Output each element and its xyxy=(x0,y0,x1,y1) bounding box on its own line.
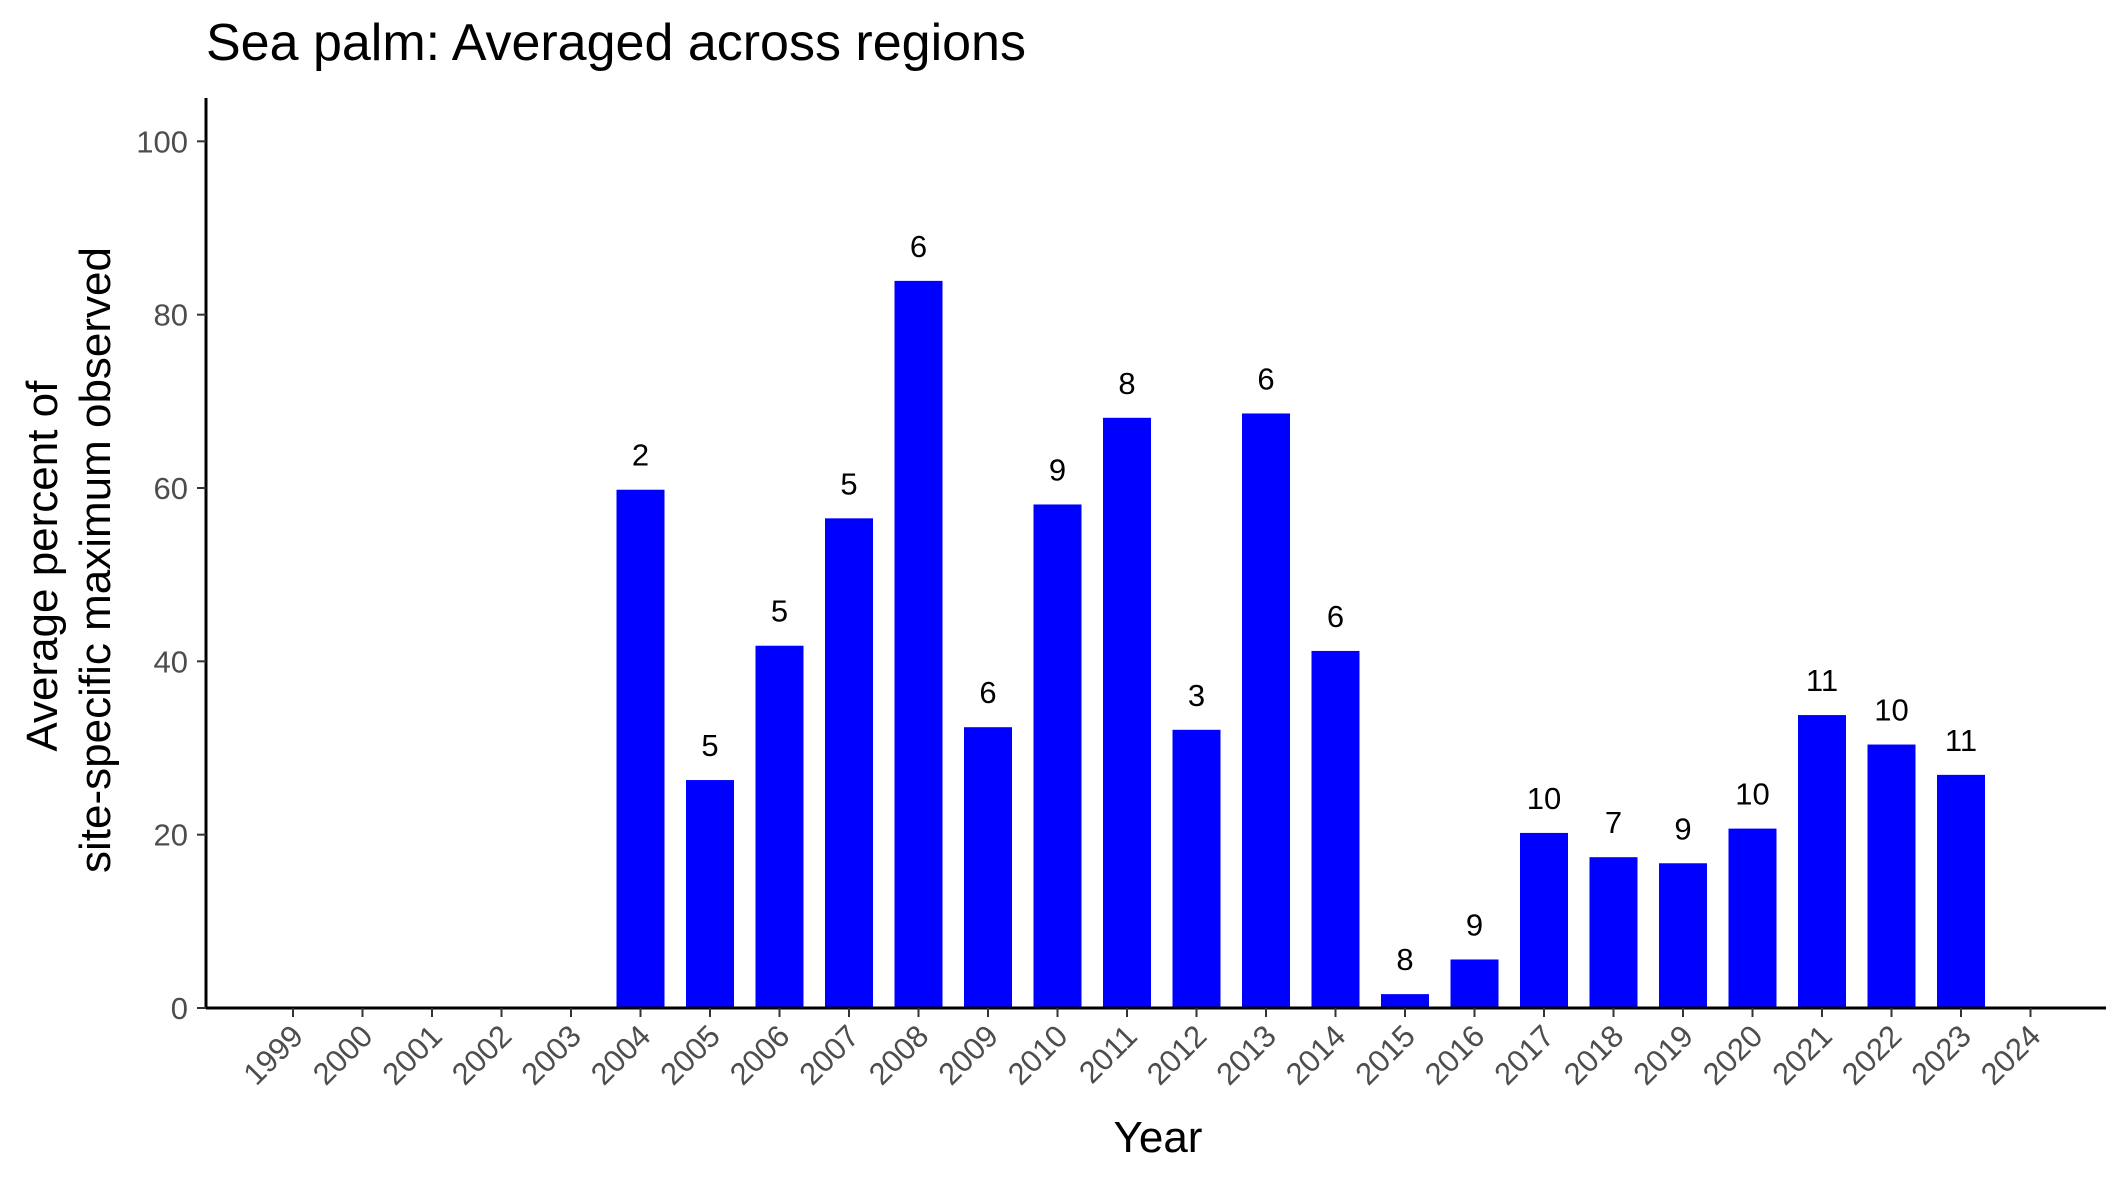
bar-2005 xyxy=(686,780,734,1008)
bar-2017 xyxy=(1520,832,1568,1008)
x-tick-label-2004: 2004 xyxy=(584,1018,658,1092)
bar-label-2014: 6 xyxy=(1327,599,1344,634)
bar-label-2016: 9 xyxy=(1466,907,1483,942)
y-tick-label-0: 0 xyxy=(171,991,188,1026)
bar-2023 xyxy=(1937,774,1985,1008)
bar-2013 xyxy=(1242,413,1290,1008)
x-tick-label-2002: 2002 xyxy=(445,1018,519,1092)
bar-2018 xyxy=(1589,857,1638,1008)
bar-label-2015: 8 xyxy=(1396,942,1413,977)
x-tick-label-2014: 2014 xyxy=(1279,1018,1353,1092)
x-tick-label-2011: 2011 xyxy=(1072,1018,1144,1090)
y-axis-title-line-1: Average percent of xyxy=(18,380,67,752)
y-tick-label-40: 40 xyxy=(154,644,188,679)
bars xyxy=(616,280,1985,1008)
bar-label-2011: 8 xyxy=(1118,366,1135,401)
bar-label-2020: 10 xyxy=(1735,777,1769,812)
bar-2019 xyxy=(1659,863,1707,1008)
x-tick-label-2005: 2005 xyxy=(653,1018,727,1092)
y-tick-label-60: 60 xyxy=(154,471,188,506)
bar-label-2023: 11 xyxy=(1945,723,1977,758)
y-tick-label-100: 100 xyxy=(136,124,188,159)
bar-labels: 2 5 5 5 6 6 9 8 3 6 6 8 9 10 7 9 10 11 10 11 xyxy=(632,229,1977,977)
bar-2014 xyxy=(1311,650,1360,1008)
bar-label-2012: 3 xyxy=(1188,678,1205,713)
x-axis: 1999200020012002200320042005200620072008… xyxy=(206,1006,2106,1092)
y-axis-title-line-2: site-specific maximum observed xyxy=(71,247,120,873)
y-tick-label-20: 20 xyxy=(154,818,188,853)
x-tick-label-2015: 2015 xyxy=(1348,1018,1422,1092)
bar-2010 xyxy=(1033,504,1082,1008)
bar-label-2010: 9 xyxy=(1049,452,1066,487)
bar-label-2018: 7 xyxy=(1605,805,1622,840)
bar-2011 xyxy=(1103,417,1151,1008)
x-tick-label-2020: 2020 xyxy=(1696,1018,1770,1092)
x-tick-label-2001: 2001 xyxy=(375,1018,449,1092)
bar-label-2021: 11 xyxy=(1806,663,1838,698)
bar-label-2006: 5 xyxy=(771,594,788,629)
y-axis: 0 20 40 60 80 100 xyxy=(136,98,208,1026)
x-tick-label-2024: 2024 xyxy=(1974,1018,2048,1092)
chart-title: Sea palm: Averaged across regions xyxy=(206,14,1026,72)
bar-label-2009: 6 xyxy=(979,675,996,710)
y-axis-title: Average percent of site-specific maximum… xyxy=(18,247,120,873)
bar-label-2007: 5 xyxy=(840,466,857,501)
x-tick-label-2007: 2007 xyxy=(792,1018,866,1092)
x-tick-label-2013: 2013 xyxy=(1209,1018,1283,1092)
bar-label-2008: 6 xyxy=(910,229,927,264)
bar-label-2004: 2 xyxy=(632,438,649,473)
bar-2022 xyxy=(1867,744,1916,1008)
bar-label-2013: 6 xyxy=(1257,361,1274,396)
x-tick-label-2010: 2010 xyxy=(1001,1018,1075,1092)
bar-2004 xyxy=(616,489,665,1008)
y-tick-label-80: 80 xyxy=(154,298,188,333)
bar-label-2017: 10 xyxy=(1527,781,1561,816)
x-axis-title: Year xyxy=(1114,1113,1203,1162)
x-tick-label-2006: 2006 xyxy=(723,1018,797,1092)
x-tick-label-2000: 2000 xyxy=(306,1018,380,1092)
x-tick-label-1999: 1999 xyxy=(236,1018,310,1092)
bar-2021 xyxy=(1798,715,1846,1008)
x-tick-label-2023: 2023 xyxy=(1904,1018,1978,1092)
bar-2006 xyxy=(755,645,804,1008)
x-tick-label-2018: 2018 xyxy=(1557,1018,1631,1092)
bar-2016 xyxy=(1450,959,1499,1008)
bar-2008 xyxy=(894,280,943,1008)
x-tick-label-2019: 2019 xyxy=(1626,1018,1700,1092)
bar-2015 xyxy=(1381,994,1429,1008)
bar-label-2005: 5 xyxy=(701,728,718,763)
bar-2007 xyxy=(825,518,873,1008)
bar-2012 xyxy=(1172,729,1221,1008)
bar-label-2022: 10 xyxy=(1874,693,1908,728)
x-tick-label-2016: 2016 xyxy=(1418,1018,1492,1092)
x-tick-label-2003: 2003 xyxy=(514,1018,588,1092)
x-tick-label-2009: 2009 xyxy=(931,1018,1005,1092)
bar-2020 xyxy=(1728,828,1777,1008)
x-tick-label-2012: 2012 xyxy=(1140,1018,1214,1092)
x-tick-label-2017: 2017 xyxy=(1487,1018,1561,1092)
x-tick-label-2021: 2021 xyxy=(1765,1018,1839,1092)
x-tick-label-2022: 2022 xyxy=(1835,1018,1909,1092)
x-tick-label-2008: 2008 xyxy=(862,1018,936,1092)
bar-2009 xyxy=(964,727,1012,1008)
bar-label-2019: 9 xyxy=(1674,811,1691,846)
